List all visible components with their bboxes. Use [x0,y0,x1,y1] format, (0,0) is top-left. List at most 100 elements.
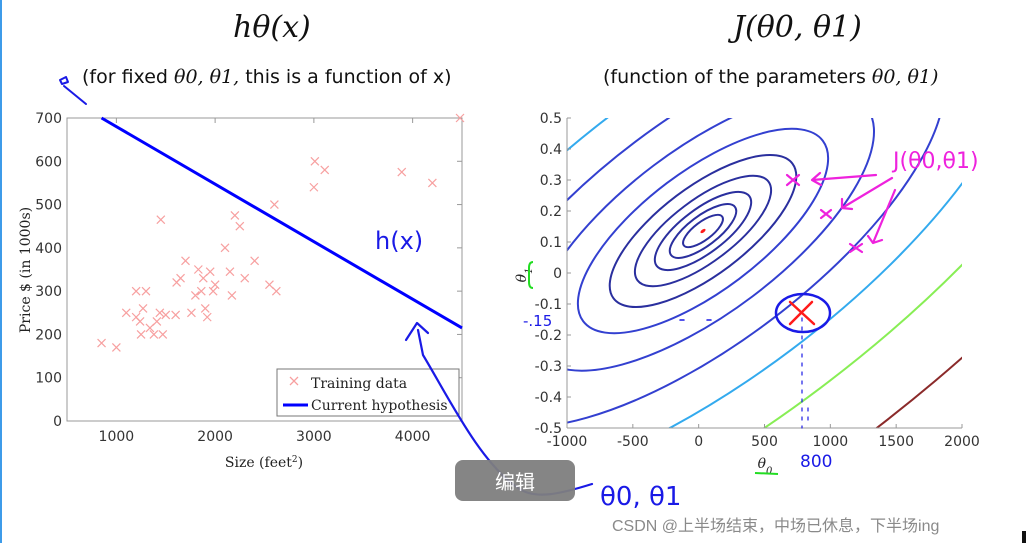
y-tick-label: 0.2 [540,204,562,220]
right-y-axis-ticks: -0.5 -0.4 -0.3 -0.2 -0.1 0 0.1 0.2 0.3 0.4 0.5 [535,111,571,437]
corner-mark [1022,531,1026,543]
x-tick-label: -500 [617,434,649,450]
data-point-x-marker [198,273,208,283]
data-point-x-marker [158,330,168,339]
left-subtitle-post: this is a function of x) [239,66,452,88]
y-tick-label: 0 [553,266,562,282]
data-point-x-marker [136,330,146,339]
data-point-x-marker [152,317,162,326]
magenta-arrow [840,176,894,211]
left-subtitle: (for fixed θ0, θ1, this is a function of… [82,66,452,88]
data-point-x-marker [310,156,320,166]
data-point-x-marker [181,256,190,266]
watermark: CSDN @上半场结束，中场已休息，下半场ing [612,518,940,535]
y-tick-label: 0.5 [540,111,562,127]
legend-x-marker-icon [289,376,299,386]
current-point-x-marker [788,300,816,326]
data-point-x-marker [397,167,407,177]
y-tick-label: -0.1 [535,297,562,313]
magenta-arrow [810,171,878,187]
data-point-x-marker [97,338,106,348]
x-tick-label: -1000 [547,434,588,450]
data-point-x-marker [176,273,185,283]
y-tick-label: 0 [53,414,62,430]
theta1-green-bracket [528,261,534,289]
data-point-x-marker [141,286,151,296]
right-title: J(θ0, θ1) [733,10,862,45]
x-tick-label: 0 [694,434,703,450]
data-point-x-marker [193,265,203,274]
data-point-x-marker [227,291,237,300]
j-annotation: J(θ0,θ1) [891,149,979,174]
x-tick-label: 2000 [197,429,233,445]
data-point-x-marker [149,330,159,339]
magenta-x-marker [848,242,864,254]
data-point-x-marker [271,286,281,296]
x-tick-label: 1000 [99,429,135,445]
y-tick-label: 700 [35,111,62,127]
x-tick-label: 1000 [813,434,849,450]
data-point-x-marker [200,304,210,313]
data-point-x-marker [131,286,141,296]
right-title-text: J(θ0, θ1) [733,10,862,45]
left-subtitle-math: θ0, θ1, [174,66,240,88]
edit-button[interactable]: 编辑 [455,460,575,501]
left-y-axis-label: Price $ (in 1000s) [18,207,34,333]
y-tick-label: -0.5 [535,421,562,437]
theta0-green-underline [754,472,779,475]
minimum-marker [700,228,706,234]
x-tick-label: 2000 [944,434,980,450]
data-point-x-marker [220,243,230,253]
data-point-x-marker [161,310,171,320]
minus-015-annotation: -.15 [523,312,552,330]
left-y-axis-ticks: 0 100 200 300 400 500 600 700 [35,111,462,430]
data-point-x-marker [145,323,155,333]
data-point-x-marker [225,267,235,277]
data-point-x-marker [269,200,279,209]
x-tick-label: 4000 [395,429,431,445]
arrowhead-icon [404,321,430,342]
theta-pair-annotation: θ0, θ1 [600,482,681,512]
data-point-x-marker [427,178,437,188]
x-tick-label: 500 [751,434,778,450]
y-tick-label: 200 [35,327,62,343]
data-point-x-marker [171,310,181,320]
y-tick-label: 0.1 [540,235,562,251]
window-left-border [0,0,2,543]
data-point-x-marker [309,182,319,192]
magenta-x-marker [785,173,801,187]
data-point-x-marker [202,312,212,322]
right-subtitle-math: θ0, θ1) [871,66,939,88]
legend-current-hypothesis: Current hypothesis [311,398,448,414]
data-point-x-marker [320,165,330,175]
data-point-x-marker [230,210,240,220]
y-tick-label: 100 [35,371,62,387]
data-point-x-marker [210,280,220,290]
right-x-axis-ticks: -1000 -500 0 500 1000 1500 2000 [547,424,980,450]
data-point-x-marker [235,221,245,231]
training-data-points [97,113,465,352]
data-point-x-marker [240,273,250,283]
eight-hundred-annotation: 800 [800,452,832,472]
left-title-text: hθ(x) [233,10,311,45]
data-point-x-marker [156,215,166,225]
y-tick-label: 400 [35,241,62,257]
right-subtitle: (function of the parameters θ0, θ1) [603,66,938,88]
data-point-x-marker [155,308,165,318]
y-tick-label: 500 [35,198,62,214]
magenta-arrow [866,188,897,245]
edit-button-label: 编辑 [495,472,535,494]
y-tick-label: -0.4 [535,390,562,406]
hypothesis-line [100,116,463,330]
left-x-axis-label: Size (feet2) [225,455,303,471]
data-point-x-marker [121,308,131,318]
theta1-axis-label: θ1 [514,268,535,283]
data-point-x-marker [187,308,196,318]
y-tick-label: 0.4 [540,142,562,158]
y-tick-label: -0.2 [535,328,562,344]
magenta-x-marker [819,208,833,220]
